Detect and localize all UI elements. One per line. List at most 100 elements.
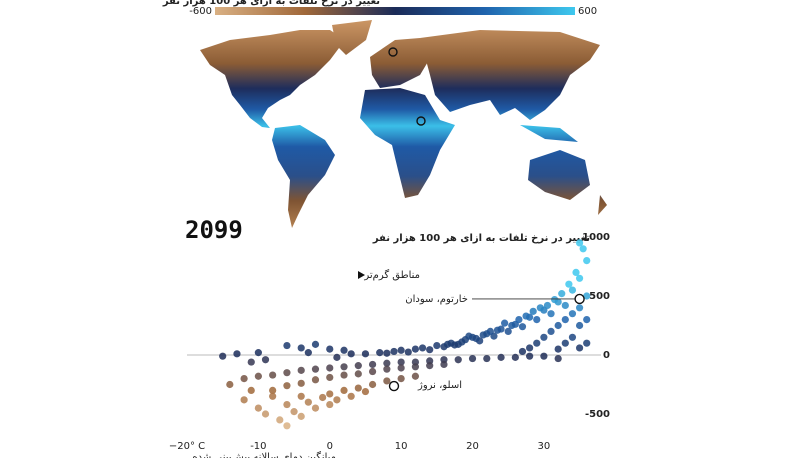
point	[383, 359, 391, 367]
point	[508, 321, 516, 330]
point	[540, 333, 548, 341]
point	[511, 353, 519, 361]
map-marker	[416, 116, 426, 126]
point	[247, 386, 255, 394]
point	[561, 339, 569, 347]
australia	[528, 150, 590, 200]
point	[533, 339, 541, 347]
point	[354, 362, 362, 370]
point	[404, 348, 412, 356]
point	[468, 354, 477, 363]
point	[319, 393, 327, 402]
point	[247, 358, 255, 366]
islands	[520, 125, 578, 142]
point	[443, 340, 452, 348]
point	[483, 354, 491, 363]
point	[529, 307, 537, 315]
x-tick-label: 10	[395, 441, 408, 452]
point	[304, 349, 312, 357]
point	[558, 290, 566, 298]
x-tick-label: 0	[327, 441, 333, 452]
x-tick-label: −20° C	[169, 441, 205, 452]
point	[472, 334, 480, 343]
point	[418, 344, 427, 352]
point	[261, 356, 270, 364]
point	[368, 360, 377, 369]
point	[547, 310, 555, 318]
point	[579, 245, 587, 253]
point	[583, 257, 591, 265]
point	[297, 379, 305, 387]
africa	[360, 88, 455, 198]
point	[554, 321, 562, 330]
point	[526, 344, 534, 352]
colorbar	[215, 7, 575, 15]
asia	[420, 30, 600, 120]
point	[361, 387, 370, 396]
point	[283, 369, 291, 377]
highlight-marker	[388, 380, 400, 392]
point	[326, 400, 334, 409]
map-marker	[388, 47, 398, 57]
point	[568, 310, 577, 318]
point	[361, 350, 370, 358]
point	[368, 367, 377, 376]
point	[283, 382, 291, 390]
point	[440, 360, 448, 369]
point	[269, 371, 277, 379]
point	[526, 352, 534, 360]
point	[583, 339, 591, 347]
point	[433, 341, 441, 350]
point	[326, 345, 334, 353]
year-label: 2099	[185, 216, 243, 244]
point	[522, 312, 530, 320]
point	[426, 362, 434, 370]
point	[454, 356, 462, 364]
point	[311, 404, 320, 412]
x-tick-label: 30	[538, 441, 551, 452]
y-tick-label: -500	[585, 409, 610, 420]
point	[340, 371, 348, 379]
new-zealand	[598, 195, 607, 215]
point	[254, 372, 262, 380]
point	[297, 366, 305, 374]
point	[411, 372, 420, 380]
point	[575, 321, 584, 330]
point	[347, 392, 355, 400]
point	[254, 349, 262, 357]
point	[411, 345, 420, 353]
point	[575, 344, 584, 352]
point	[347, 350, 355, 358]
point	[283, 341, 291, 350]
point	[326, 390, 334, 398]
point	[333, 396, 341, 404]
point	[515, 316, 523, 324]
point	[493, 326, 502, 334]
y-axis-title: تغییر در نرخ تلفات به ازای هر 100 هزار ن…	[372, 233, 590, 244]
point	[269, 386, 277, 394]
point	[561, 316, 569, 324]
point	[226, 380, 234, 389]
point	[276, 416, 284, 424]
point	[333, 353, 341, 361]
point	[269, 392, 277, 400]
point	[551, 295, 559, 304]
point	[354, 384, 362, 392]
point	[533, 316, 541, 324]
point	[458, 338, 466, 346]
point	[426, 346, 434, 354]
point	[575, 239, 584, 247]
point	[575, 274, 584, 282]
point	[575, 304, 584, 312]
point	[368, 380, 377, 389]
point	[561, 301, 569, 310]
point	[326, 364, 334, 372]
point	[326, 373, 334, 382]
point	[536, 304, 544, 312]
point	[340, 363, 348, 371]
point	[254, 404, 262, 412]
europe	[370, 38, 432, 88]
point	[383, 377, 391, 385]
